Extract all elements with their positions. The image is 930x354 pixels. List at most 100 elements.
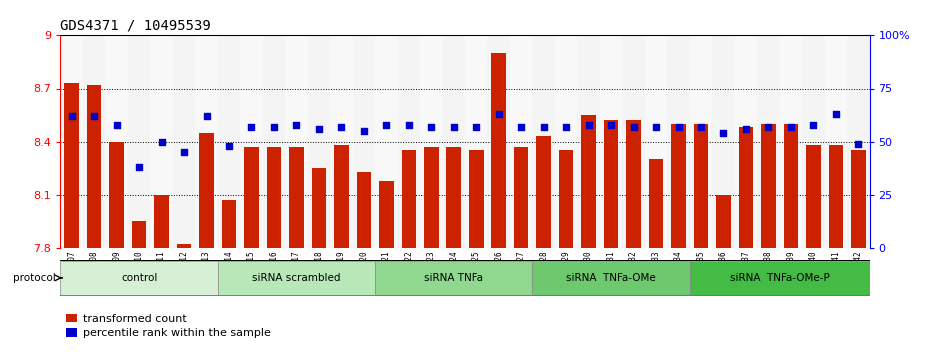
Point [716, 130, 731, 136]
Text: siRNA  TNFa-OMe: siRNA TNFa-OMe [566, 273, 656, 283]
Bar [60, 261, 218, 295]
Bar [829, 145, 844, 248]
Bar [402, 150, 416, 248]
Bar [151, 35, 173, 248]
Point [177, 149, 192, 155]
Text: siRNA TNFa: siRNA TNFa [424, 273, 484, 283]
Point [132, 164, 147, 170]
Point [154, 139, 169, 144]
Bar [356, 172, 371, 248]
Point [671, 124, 686, 130]
Bar [761, 124, 776, 248]
Bar [694, 124, 709, 248]
Point [783, 124, 798, 130]
Bar [352, 35, 375, 248]
Point [312, 126, 326, 132]
Bar [334, 145, 349, 248]
Point [738, 126, 753, 132]
Bar [245, 147, 259, 248]
Point [761, 124, 776, 130]
Text: siRNA  TNFa-OMe-P: siRNA TNFa-OMe-P [730, 273, 830, 283]
Bar [465, 35, 487, 248]
Point [424, 124, 439, 130]
Bar [83, 35, 105, 248]
Bar [177, 244, 192, 248]
Point [86, 113, 101, 119]
Bar [532, 261, 690, 295]
Bar [604, 120, 618, 248]
Bar [86, 85, 101, 248]
Bar [847, 35, 870, 248]
Bar [240, 35, 262, 248]
Bar [221, 200, 236, 248]
Point [64, 113, 79, 119]
Bar [514, 147, 528, 248]
Bar [802, 35, 825, 248]
Bar [132, 221, 146, 248]
Bar [851, 150, 866, 248]
Bar [420, 35, 443, 248]
Bar [784, 124, 798, 248]
Bar [262, 35, 286, 248]
Bar [757, 35, 779, 248]
Bar [555, 35, 578, 248]
Text: siRNA scrambled: siRNA scrambled [252, 273, 340, 283]
Point [491, 111, 506, 117]
Bar [173, 35, 195, 248]
Bar [330, 35, 352, 248]
Bar [64, 83, 79, 248]
Text: GDS4371 / 10495539: GDS4371 / 10495539 [60, 19, 211, 33]
Point [356, 128, 371, 134]
Bar [218, 35, 240, 248]
Bar [443, 35, 465, 248]
Bar [806, 145, 820, 248]
Bar [487, 35, 510, 248]
Bar [644, 35, 667, 248]
Bar [375, 261, 532, 295]
Bar [267, 147, 281, 248]
Bar [779, 35, 802, 248]
Point [851, 141, 866, 147]
Point [559, 124, 574, 130]
Bar [716, 195, 731, 248]
Point [806, 122, 821, 127]
Point [221, 143, 236, 149]
Bar [397, 35, 420, 248]
Bar [105, 35, 128, 248]
Point [446, 124, 461, 130]
Point [513, 124, 528, 130]
Point [469, 124, 484, 130]
Point [289, 122, 304, 127]
Point [267, 124, 282, 130]
Point [244, 124, 259, 130]
Bar [649, 159, 663, 248]
Bar [825, 35, 847, 248]
Bar [379, 181, 393, 248]
Bar [690, 35, 712, 248]
Bar [195, 35, 218, 248]
Bar [154, 195, 169, 248]
Point [581, 122, 596, 127]
Bar [199, 133, 214, 248]
Point [604, 122, 618, 127]
Bar [424, 147, 439, 248]
Point [648, 124, 663, 130]
Bar [671, 124, 685, 248]
Bar [469, 150, 484, 248]
Bar [667, 35, 690, 248]
Bar [578, 35, 600, 248]
Bar [626, 120, 641, 248]
Bar [375, 35, 397, 248]
Bar [712, 35, 735, 248]
Bar [738, 127, 753, 248]
Point [829, 111, 844, 117]
Bar [690, 261, 870, 295]
Bar [600, 35, 622, 248]
Text: control: control [121, 273, 157, 283]
Bar [110, 142, 124, 248]
Text: protocol: protocol [13, 273, 56, 283]
Bar [218, 261, 375, 295]
Legend: transformed count, percentile rank within the sample: transformed count, percentile rank withi… [66, 314, 271, 338]
Bar [510, 35, 532, 248]
Point [109, 122, 124, 127]
